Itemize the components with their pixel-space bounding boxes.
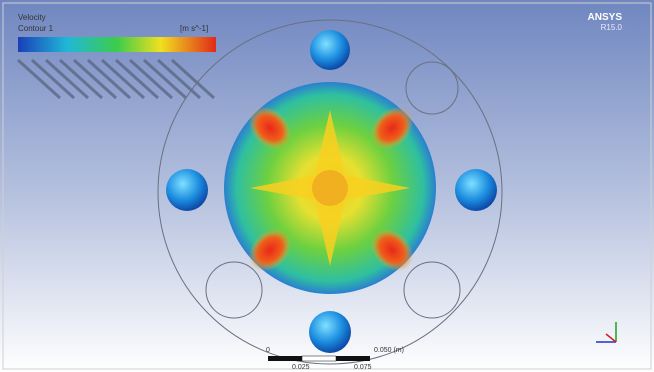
logo-version: R15.0 xyxy=(601,23,623,32)
legend-title: Velocity xyxy=(18,13,46,22)
scale-end: 0.050 (m) xyxy=(374,347,404,354)
logo-name: ANSYS xyxy=(588,12,623,23)
legend-subtitle: Contour 1 xyxy=(18,24,54,33)
scale-three-quarter: 0.075 xyxy=(354,364,372,371)
scale-bar xyxy=(268,356,370,361)
scale-quarter: 0.025 xyxy=(292,364,310,371)
scale-start: 0 xyxy=(266,347,270,354)
color-bar xyxy=(18,37,216,52)
viewport: Velocity Contour 1 [m s^-1] ANSYS R15.0 … xyxy=(0,0,654,372)
contour-features xyxy=(240,98,421,279)
legend-unit: [m s^-1] xyxy=(180,24,208,33)
